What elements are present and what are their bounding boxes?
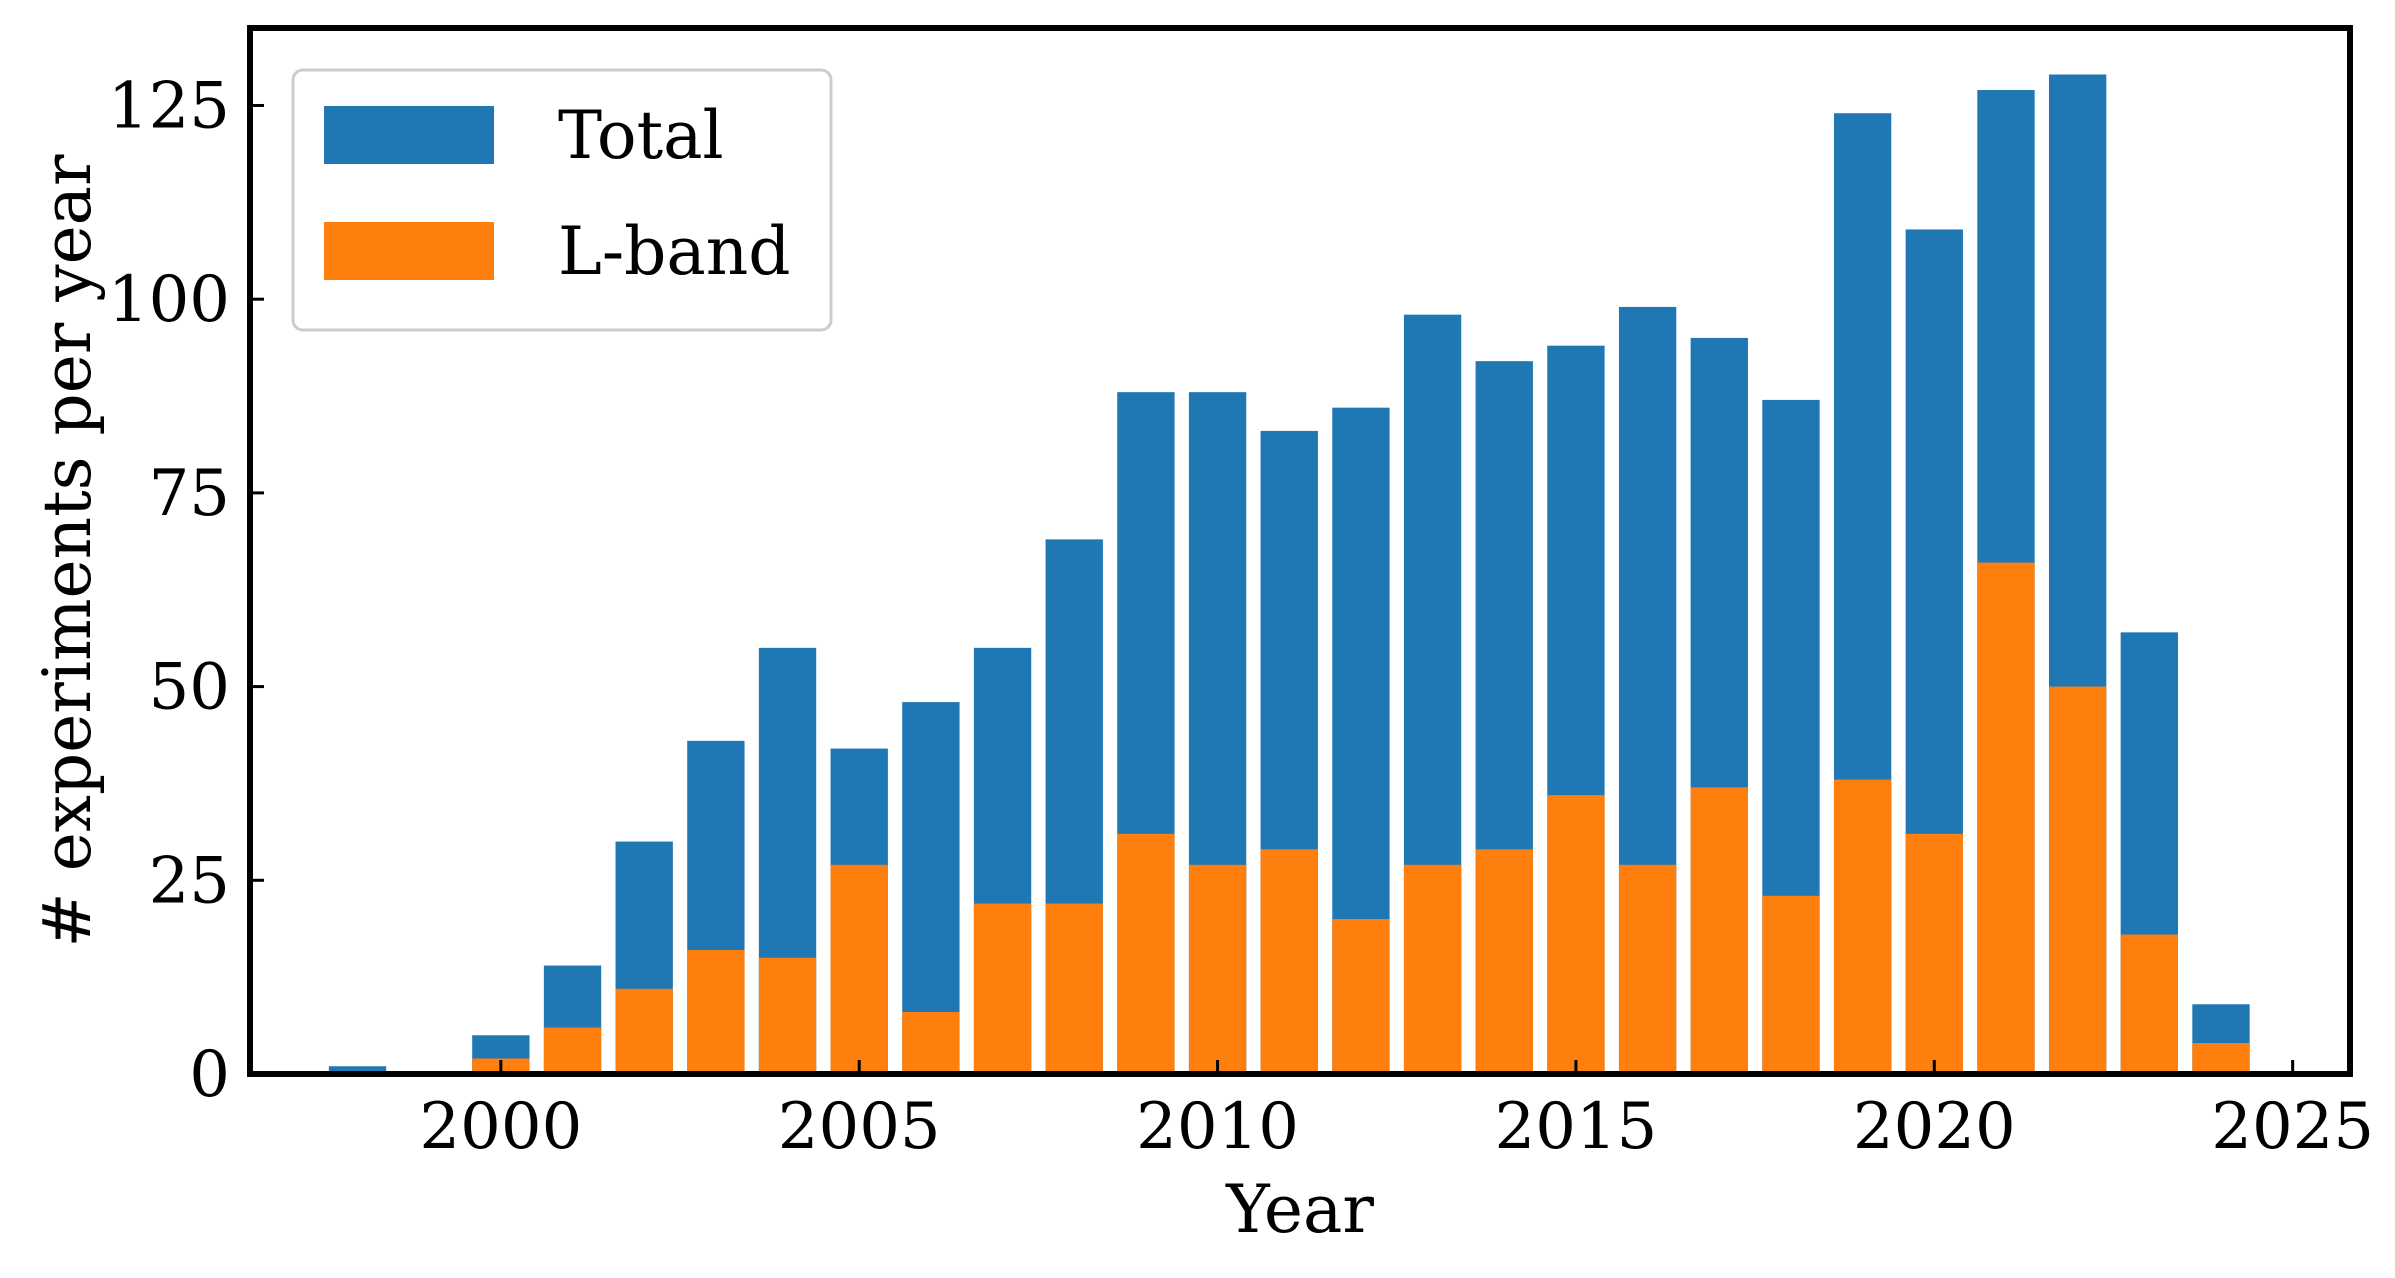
y-tick-label-100: 100 <box>108 263 230 337</box>
y-axis-title: # experiments per year <box>29 154 106 948</box>
bar-l-band-2022 <box>2048 686 2107 1074</box>
bar-l-band-2008 <box>1045 903 1103 1074</box>
bar-l-band-2004 <box>758 957 817 1074</box>
bar-l-band-2007 <box>973 903 1032 1074</box>
legend-label-total: Total <box>558 97 724 174</box>
bar-l-band-2015 <box>1547 795 1605 1074</box>
bar-l-band-2002 <box>615 988 673 1074</box>
bar-l-band-2017 <box>1690 787 1748 1074</box>
bar-l-band-2009 <box>1117 833 1175 1074</box>
bar-l-band-2003 <box>687 950 745 1074</box>
x-tick-label-2005: 2005 <box>778 1090 941 1164</box>
bar-l-band-2001 <box>543 1027 602 1074</box>
bar-l-band-2024 <box>2192 1043 2250 1074</box>
bar-l-band-2006 <box>902 1012 960 1074</box>
bar-l-band-2010 <box>1188 864 1247 1074</box>
legend: Total L-band <box>291 68 833 332</box>
bar-l-band-2012 <box>1332 919 1390 1074</box>
bar-l-band-2014 <box>1475 849 1533 1074</box>
bar-l-band-2016 <box>1618 864 1677 1074</box>
bar-l-band-2021 <box>1977 562 2035 1074</box>
x-tick-label-2025: 2025 <box>2211 1090 2374 1164</box>
legend-swatch-l-band <box>324 222 494 280</box>
bar-l-band-2005 <box>830 864 888 1074</box>
x-tick-label-2020: 2020 <box>1853 1090 2016 1164</box>
bar-l-band-2019 <box>1833 779 1892 1074</box>
y-tick-label-0: 0 <box>189 1038 230 1112</box>
y-tick-label-50: 50 <box>149 651 230 725</box>
plot-frame <box>247 25 2353 1077</box>
bar-l-band-2011 <box>1260 849 1318 1074</box>
x-axis-title: Year <box>1225 1171 1374 1248</box>
bars-layer <box>328 74 2250 1075</box>
x-tick-label-2015: 2015 <box>1495 1090 1658 1164</box>
bar-l-band-2023 <box>2120 934 2178 1074</box>
y-tick-label-125: 125 <box>108 69 230 143</box>
ticks-layer: 2000 2005 2010 2015 2020 2025 0 25 50 75 100 125 <box>108 69 2374 1164</box>
bar-l-band-2020 <box>1905 833 1963 1074</box>
x-tick-label-2000: 2000 <box>419 1090 582 1164</box>
x-tick-label-2010: 2010 <box>1136 1090 1299 1164</box>
legend-swatch-total <box>324 106 494 164</box>
bar-l-band-2013 <box>1403 864 1462 1074</box>
y-tick-label-25: 25 <box>149 844 230 918</box>
legend-label-l-band: L-band <box>558 213 790 290</box>
y-tick-label-75: 75 <box>149 457 230 531</box>
bar-l-band-2018 <box>1762 895 1820 1074</box>
bar-total-1998 <box>328 1066 387 1074</box>
